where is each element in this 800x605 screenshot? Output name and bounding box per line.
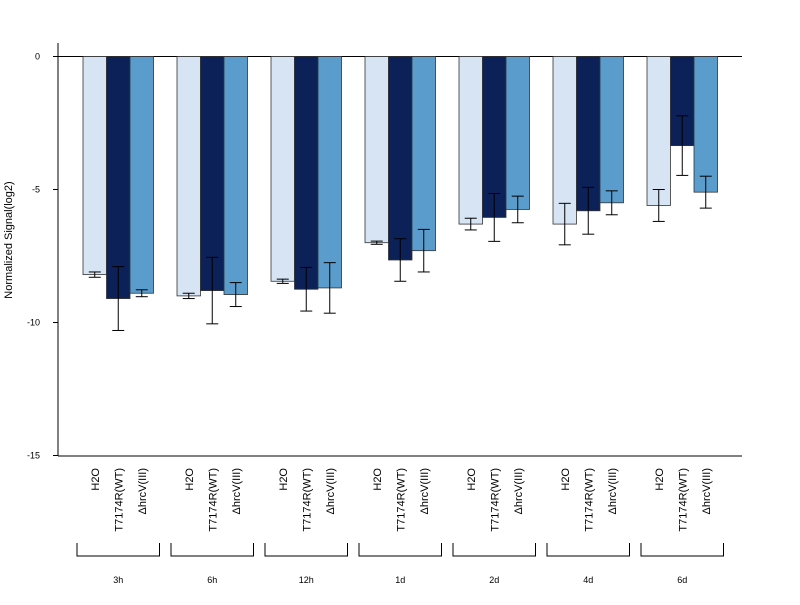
category-label: H2O	[654, 468, 666, 491]
bar-5-0	[552, 56, 577, 225]
category-label: ΔhrcV(III)	[513, 468, 525, 514]
y-tick-label: 0	[35, 52, 40, 62]
group-label: 2d	[489, 575, 499, 585]
bar-0-2	[129, 56, 154, 294]
category-label: ΔhrcV(III)	[325, 468, 337, 514]
category-label: T7174R(WT)	[677, 468, 689, 532]
category-label: H2O	[90, 468, 102, 491]
group-bracket	[640, 543, 724, 557]
group-label: 6h	[207, 575, 217, 585]
bar-0-0	[82, 56, 107, 276]
bar-3-0	[364, 56, 389, 244]
category-label: H2O	[560, 468, 572, 491]
category-label: H2O	[372, 468, 384, 491]
y-axis-label: Normalized Signal(log2)	[3, 181, 15, 298]
category-label: H2O	[184, 468, 196, 491]
y-tick-label: -10	[27, 318, 40, 328]
bar-3-2	[411, 56, 436, 252]
category-label: ΔhrcV(III)	[419, 468, 431, 514]
group-label: 6d	[677, 575, 687, 585]
group-label: 12h	[299, 575, 314, 585]
y-tick-label: -5	[32, 185, 40, 195]
category-label: H2O	[278, 468, 290, 491]
group-bracket	[452, 543, 536, 557]
bar-0-1	[106, 56, 131, 299]
category-label: ΔhrcV(III)	[137, 468, 149, 514]
bar-2-2	[317, 56, 342, 289]
category-label: T7174R(WT)	[113, 468, 125, 532]
bar-2-1	[294, 56, 319, 290]
bar-4-0	[458, 56, 483, 225]
category-label: ΔhrcV(III)	[231, 468, 243, 514]
group-label: 4d	[583, 575, 593, 585]
y-tick-label: -15	[27, 451, 40, 461]
group-bracket	[264, 543, 348, 557]
group-label: 3h	[113, 575, 123, 585]
bar-1-2	[223, 56, 248, 295]
bar-1-1	[200, 56, 225, 291]
category-label: T7174R(WT)	[583, 468, 595, 532]
group-bracket	[76, 543, 160, 557]
bar-6-0	[646, 56, 671, 206]
group-label: 1d	[395, 575, 405, 585]
group-bracket	[546, 543, 630, 557]
category-label: ΔhrcV(III)	[701, 468, 713, 514]
category-label: T7174R(WT)	[301, 468, 313, 532]
bar-1-0	[176, 56, 201, 297]
group-bracket	[358, 543, 442, 557]
bar-2-0	[270, 56, 295, 282]
group-bracket	[170, 543, 254, 557]
category-label: T7174R(WT)	[207, 468, 219, 532]
bar-3-1	[388, 56, 413, 261]
bar-6-2	[693, 56, 718, 193]
bar-4-2	[505, 56, 530, 210]
category-label: H2O	[466, 468, 478, 491]
category-label: T7174R(WT)	[489, 468, 501, 532]
category-label: T7174R(WT)	[395, 468, 407, 532]
category-label: ΔhrcV(III)	[607, 468, 619, 514]
bar-5-2	[599, 56, 624, 204]
